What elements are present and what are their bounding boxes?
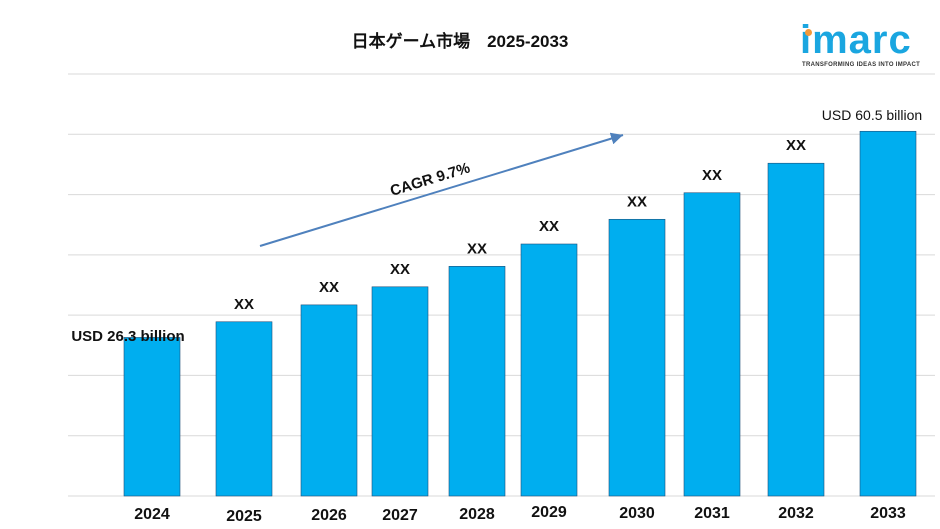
x-tick-label: 2024	[134, 506, 170, 523]
logo-dot-icon	[805, 29, 812, 36]
bar-2027	[371, 286, 429, 497]
x-tick-labels: 2024 2025 2026 2027 2028 2029 2030 2031 2032 2033	[134, 504, 906, 525]
data-label: XX	[467, 240, 487, 257]
bar-2028	[448, 266, 506, 497]
x-tick-label: 2032	[778, 505, 814, 522]
imarc-logo: imarc TRANSFORMING IDEAS INTO IMPACT	[800, 14, 930, 74]
logo-wordmark: imarc	[800, 18, 912, 62]
x-tick-label: 2027	[382, 507, 418, 524]
data-label: XX	[234, 296, 254, 313]
bar-2033	[859, 130, 917, 497]
bar-2032	[767, 162, 825, 497]
x-tick-label: 2030	[619, 505, 655, 522]
data-label: XX	[786, 137, 806, 154]
data-label: USD 60.5 billion	[822, 107, 922, 123]
bars	[123, 130, 917, 497]
logo-tagline: TRANSFORMING IDEAS INTO IMPACT	[802, 62, 921, 68]
bar-2024	[123, 337, 181, 497]
chart-title: 日本ゲーム市場 2025-2033	[351, 32, 569, 51]
bar-2029	[520, 243, 578, 497]
data-label: USD 26.3 billion	[71, 328, 184, 345]
data-labels: USD 26.3 billion XX XX XX XX XX XX XX XX USD 60.5…	[71, 107, 922, 345]
cagr-annotation: CAGR 9.7%	[259, 132, 624, 247]
data-label: XX	[539, 218, 559, 235]
data-label: XX	[627, 193, 647, 210]
x-tick-label: 2029	[531, 504, 567, 521]
data-label: XX	[390, 261, 410, 278]
bar-2026	[300, 304, 358, 497]
x-tick-label: 2028	[459, 506, 495, 523]
x-tick-label: 2026	[311, 507, 347, 524]
x-tick-label: 2031	[694, 505, 730, 522]
x-tick-label: 2033	[870, 505, 906, 522]
bar-2031	[683, 192, 741, 497]
bar-2030	[608, 218, 666, 497]
x-tick-label: 2025	[226, 508, 262, 525]
cagr-arrow	[259, 132, 624, 247]
data-label: XX	[319, 279, 339, 296]
data-label: XX	[702, 167, 722, 184]
bar-2025	[215, 321, 273, 497]
